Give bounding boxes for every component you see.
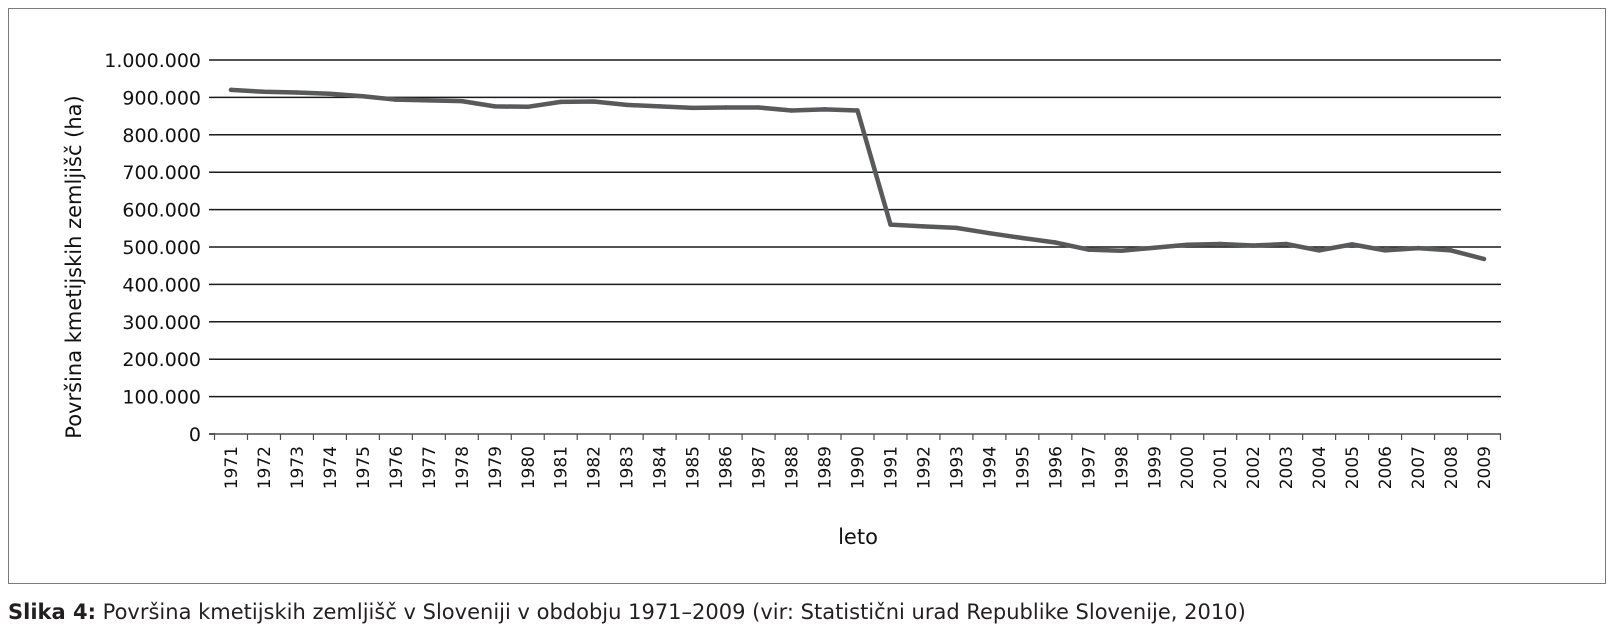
series-line <box>228 87 1487 262</box>
x-tick-label: 2005 <box>1343 446 1363 489</box>
data-point <box>1316 248 1322 253</box>
data-point <box>756 105 761 110</box>
data-point <box>492 104 497 109</box>
x-tick-label: 1975 <box>354 446 374 489</box>
x-tick-label: 1995 <box>1013 446 1033 489</box>
x-tick-label: 1998 <box>1112 446 1132 489</box>
data-point <box>525 104 530 109</box>
caption-text: Površina kmetijskih zemljišč v Sloveniji… <box>95 600 1246 624</box>
y-tick-label: 700.000 <box>122 162 201 184</box>
x-tick-label: 1997 <box>1079 446 1099 489</box>
y-tick-label: 100.000 <box>122 387 201 409</box>
data-point <box>1119 248 1124 253</box>
data-point <box>591 99 596 104</box>
x-tick-label: 1989 <box>816 446 836 489</box>
x-tick-label: 1981 <box>552 446 572 489</box>
data-point <box>1152 245 1157 250</box>
data-point <box>360 94 366 99</box>
data-point <box>1415 245 1421 251</box>
data-point <box>228 87 234 93</box>
x-tick-label: 1979 <box>486 446 506 489</box>
x-tick-label: 2002 <box>1244 446 1264 489</box>
data-point <box>459 98 465 104</box>
x-tick-label: 1990 <box>849 446 869 489</box>
figure-caption: Slika 4: Površina kmetijskih zemljišč v … <box>8 600 1246 624</box>
data-point <box>1448 248 1454 253</box>
x-tick-label: 1984 <box>651 446 671 489</box>
data-point <box>558 99 563 105</box>
y-tick-label: 400.000 <box>122 274 201 296</box>
x-tick-label: 1986 <box>717 446 737 489</box>
data-point <box>822 107 827 112</box>
x-tick-label: 2007 <box>1409 446 1429 489</box>
y-tick-label: 900.000 <box>122 87 201 109</box>
x-tick-label: 1988 <box>783 446 803 489</box>
data-point <box>261 89 267 94</box>
y-tick-label: 0 <box>189 424 201 446</box>
data-point <box>954 225 959 231</box>
x-tick-label: 1993 <box>947 446 967 489</box>
data-point <box>1382 248 1388 253</box>
x-axis-title: leto <box>838 525 878 549</box>
y-tick-label: 300.000 <box>122 312 201 334</box>
x-tick-label: 1991 <box>881 446 901 489</box>
x-tick-label: 1976 <box>387 446 407 489</box>
data-point <box>393 97 399 102</box>
x-tick-label: 2004 <box>1310 446 1330 489</box>
y-axis-title: Površina kmetijskih zemljišč (ha) <box>62 95 86 438</box>
data-point <box>855 108 860 113</box>
data-point <box>1185 242 1190 247</box>
data-point <box>1053 240 1058 245</box>
data-point <box>327 91 333 96</box>
x-tick-label: 1977 <box>420 446 440 489</box>
x-tick-label: 1978 <box>453 446 473 489</box>
caption-label: Slika 4: <box>8 600 96 624</box>
x-tick-label: 2006 <box>1376 446 1396 489</box>
x-tick-label: 1999 <box>1145 446 1165 489</box>
x-tick-label: 1972 <box>255 446 275 489</box>
data-point <box>690 105 695 111</box>
data-point <box>921 224 926 229</box>
data-point <box>657 104 662 109</box>
x-tick-label: 2003 <box>1277 446 1297 489</box>
data-point <box>294 90 300 95</box>
data-point <box>723 105 728 110</box>
data-point <box>1349 242 1355 247</box>
data-point <box>1481 256 1487 262</box>
data-point <box>1250 243 1256 248</box>
data-point <box>1086 247 1091 252</box>
data-point <box>1283 241 1289 247</box>
x-tick-label: 1994 <box>980 446 1000 489</box>
x-tick-label: 2000 <box>1178 446 1198 489</box>
data-point <box>1218 241 1223 247</box>
data-point <box>789 108 794 113</box>
data-point <box>987 230 992 236</box>
data-point <box>888 222 893 227</box>
x-tick-label: 2001 <box>1211 446 1231 489</box>
x-tick-label: 2008 <box>1442 446 1462 489</box>
line-chart: 0 100.000 200.000 300.000 400.000 500.000 600.… <box>62 50 1502 549</box>
data-point <box>426 98 432 103</box>
chart-frame: 0 100.000 200.000 300.000 400.000 500.000 600.… <box>8 8 1606 584</box>
x-tick-label: 1974 <box>321 446 341 489</box>
x-tick-label: 1992 <box>914 446 934 489</box>
y-tick-label: 800.000 <box>122 125 201 147</box>
x-tick-label: 1980 <box>519 446 539 489</box>
y-tick-label: 500.000 <box>122 237 201 259</box>
y-tick-label: 200.000 <box>122 349 201 371</box>
y-tick-label: 1.000.000 <box>104 50 201 72</box>
x-tick-label: 1987 <box>750 446 770 489</box>
x-tick-label: 1996 <box>1046 446 1066 489</box>
x-tick-label: 1973 <box>288 446 308 489</box>
data-point <box>1020 235 1025 241</box>
x-tick-label: 1982 <box>585 446 605 489</box>
data-point <box>624 102 629 108</box>
x-tick-label: 1983 <box>618 446 638 489</box>
x-tick-label: 1971 <box>222 446 242 489</box>
y-tick-label: 600.000 <box>122 200 201 222</box>
x-tick-label: 2009 <box>1475 446 1495 489</box>
x-tick-label: 1985 <box>684 446 704 489</box>
